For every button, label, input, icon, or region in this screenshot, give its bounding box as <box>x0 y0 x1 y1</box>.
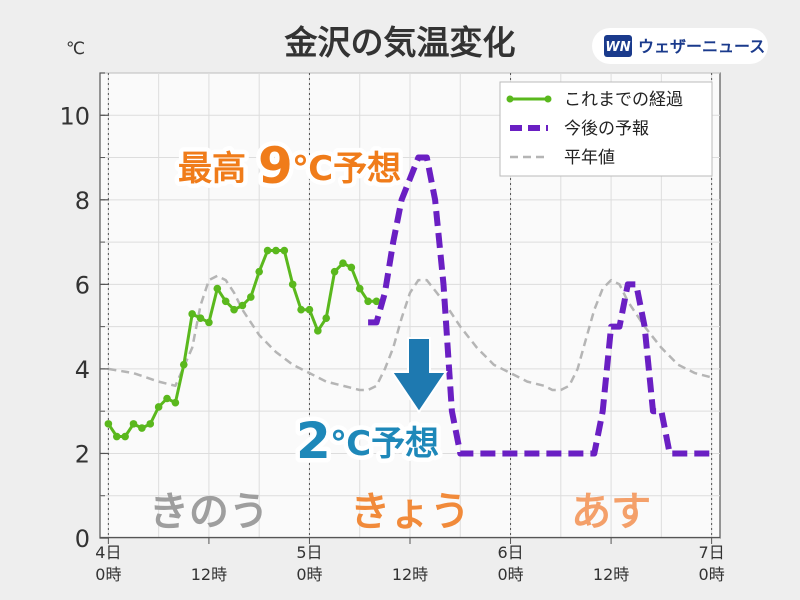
chart-title: 金沢の気温変化 <box>284 23 516 62</box>
observed-point <box>355 284 364 293</box>
low-suffix: ℃予想 <box>330 424 439 464</box>
x-tick-label: 6日 <box>497 543 523 562</box>
observed-point <box>196 314 205 322</box>
observed-point <box>372 297 381 306</box>
observed-point <box>221 297 230 306</box>
y-axis-unit: ℃ <box>66 39 85 59</box>
x-tick-label: 7日 <box>699 543 725 562</box>
wn-mark-icon <box>604 35 632 57</box>
observed-point <box>280 246 289 255</box>
observed-point <box>112 432 121 441</box>
legend-label-forecast: 今後の予報 <box>564 119 649 139</box>
legend: これまでの経過 今後の予報 平年値 <box>499 81 713 177</box>
y-tick-label: 4 <box>75 356 90 384</box>
observed-point <box>121 432 129 441</box>
observed-point <box>104 420 113 428</box>
observed-point <box>322 314 331 322</box>
y-tick-label: 2 <box>75 440 90 468</box>
observed-point <box>213 284 222 293</box>
x-tick-label: 0時 <box>95 565 121 584</box>
y-tick-label: 6 <box>75 271 90 299</box>
observed-point <box>163 394 171 403</box>
observed-point <box>364 297 372 306</box>
observed-point <box>339 259 347 268</box>
observed-point <box>154 403 163 411</box>
high-suffix: ℃予想 <box>292 149 401 189</box>
high-value: 9 <box>258 137 293 195</box>
series <box>104 154 712 457</box>
legend-label-normal: 平年値 <box>564 148 615 168</box>
x-tick-label: 12時 <box>191 565 227 584</box>
observed-point <box>146 420 155 428</box>
y-tick-label: 8 <box>75 187 90 215</box>
low-value: 2 <box>296 412 331 470</box>
observed-point <box>129 420 138 428</box>
observed-point <box>288 280 297 289</box>
series-line-dashed-thin <box>108 274 712 392</box>
observed-point <box>330 267 339 276</box>
low-temp-annotation: 2 ℃予想 <box>292 408 444 475</box>
x-tick-label: 4日 <box>95 543 121 562</box>
wn-mark-text: WN <box>605 40 630 55</box>
svg-text:最高: 最高 <box>178 149 246 189</box>
observed-point <box>205 318 213 327</box>
legend-item-normal: 平年値 <box>510 148 615 168</box>
legend-item-forecast: 今後の予報 <box>510 119 649 139</box>
axes: 0 2 4 6 8 10 4日 0時 12時 5日 0時 12時 6日 0時 12時 7日 0時 <box>59 72 725 584</box>
x-tick-label: 12時 <box>593 565 629 584</box>
observed-point <box>179 360 188 369</box>
y-tick-label: 0 <box>75 525 90 553</box>
observed-point <box>188 310 196 318</box>
weathernews-logo: WN ウェザーニュース <box>592 28 768 64</box>
observed-point <box>230 305 238 314</box>
day-labels: きのう きょう あす <box>149 489 651 535</box>
observed-point <box>263 246 272 255</box>
y-tick-label: 10 <box>59 102 90 130</box>
observed-point <box>314 327 322 335</box>
temperature-down-arrow <box>390 337 448 414</box>
observed-point <box>347 263 356 272</box>
x-tick-label: 12時 <box>392 565 428 584</box>
high-prefix: 最高 <box>178 149 246 189</box>
high-temp-annotation: 最高 9 ℃予想 <box>174 133 406 200</box>
day-label: きのう <box>149 489 269 535</box>
observed-point <box>297 305 305 314</box>
observed-point <box>238 301 247 310</box>
x-tick-label: 0時 <box>296 565 322 584</box>
brand-name: ウェザーニュース <box>638 37 765 56</box>
series-line-dashed-thick <box>368 154 712 457</box>
x-tick-label: 5日 <box>296 543 322 562</box>
legend-item-observed: これまでの経過 <box>506 90 683 110</box>
x-tick-label: 0時 <box>497 565 523 584</box>
day-label: あす <box>571 489 651 535</box>
observed-point <box>255 267 263 276</box>
observed-point <box>138 424 146 432</box>
observed-point <box>272 246 280 255</box>
x-tick-label: 0時 <box>699 565 725 584</box>
observed-point <box>247 293 255 301</box>
day-label: きょう <box>350 489 470 535</box>
legend-label-observed: これまでの経過 <box>564 90 683 110</box>
observed-point <box>305 305 314 314</box>
observed-point <box>171 398 180 407</box>
